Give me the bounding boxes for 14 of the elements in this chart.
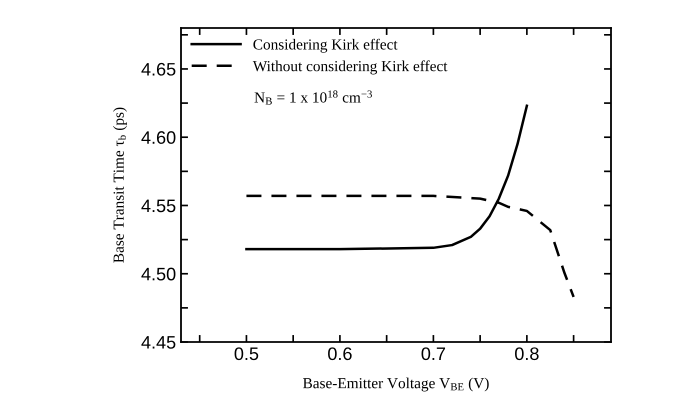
y-tick-label: 4.45 bbox=[141, 336, 176, 349]
y-tick-label: 4.60 bbox=[141, 131, 176, 144]
y-tick-label: 4.50 bbox=[141, 268, 176, 280]
x-tick-label: 0.7 bbox=[422, 347, 446, 360]
x-tick-label: 0.8 bbox=[515, 347, 539, 360]
x-axis-title: Base-Emitter Voltage V$_{BE}$ (V) bbox=[303, 378, 489, 392]
y-tick-label: 4.55 bbox=[141, 200, 176, 212]
x-tick-label: 0.5 bbox=[234, 347, 258, 360]
y-axis-title: Base Transit Time τ$_{b}$ (ps) bbox=[113, 108, 127, 263]
x-tick-label: 0.6 bbox=[328, 347, 352, 360]
y-tick-label: 4.65 bbox=[141, 62, 176, 76]
annotation: N$_{B}$ = 1 x 10$^{18}$ cm$^{−3}$ bbox=[254, 90, 372, 105]
legend-label: Considering Kirk effect bbox=[253, 38, 398, 53]
legend-label: Without considering Kirk effect bbox=[252, 60, 448, 74]
